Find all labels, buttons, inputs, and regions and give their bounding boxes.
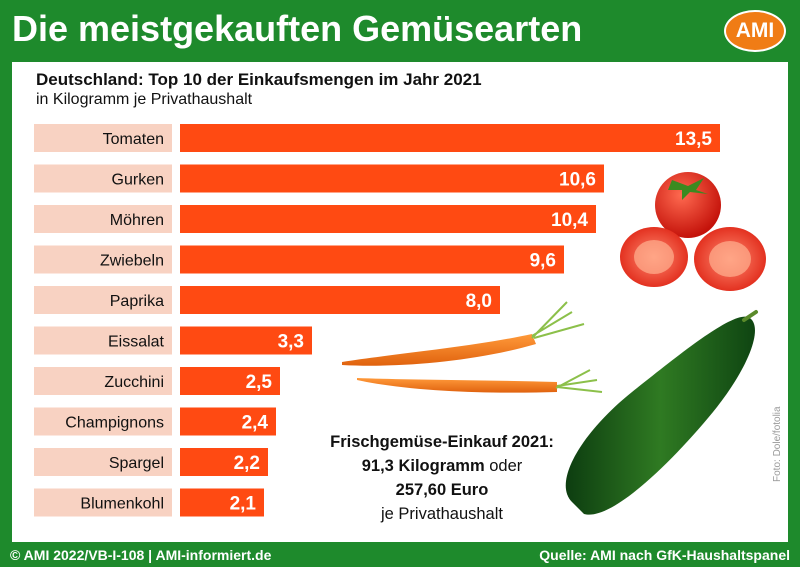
bar-value-label: 10,4 <box>551 210 588 231</box>
category-label-box <box>34 286 172 314</box>
bar-value-label: 10,6 <box>559 170 596 191</box>
summary-callout: Frischgemüse-Einkauf 2021: 91,3 Kilogram… <box>294 430 590 526</box>
bar-value-label: 2,5 <box>246 372 273 393</box>
category-label: Tomaten <box>103 131 164 148</box>
callout-line-3: 257,60 Euro <box>395 481 489 499</box>
footer-source: Quelle: AMI nach GfK-Haushaltspanel <box>539 547 790 563</box>
bar <box>180 164 604 193</box>
category-label: Paprika <box>110 293 164 310</box>
category-label: Möhren <box>110 212 164 229</box>
callout-kilogram: 91,3 Kilogramm <box>361 457 485 475</box>
category-label: Eissalat <box>108 334 165 351</box>
category-label-box <box>34 205 172 233</box>
bar-value-label: 2,1 <box>230 494 257 515</box>
bar-value-label: 2,2 <box>234 453 260 474</box>
footer: © AMI 2022/VB-I-108 | AMI-informiert.de … <box>0 542 800 567</box>
carrots-illustration <box>342 301 603 393</box>
category-label-box <box>34 124 172 152</box>
cucumber-illustration <box>565 310 758 515</box>
bar <box>180 407 276 436</box>
bar-value-label: 13,5 <box>675 129 712 150</box>
bar <box>180 205 596 233</box>
chart-title: Deutschland: Top 10 der Einkaufsmengen i… <box>36 70 482 89</box>
category-label-box <box>34 164 172 193</box>
bar-chart: Tomaten 13,5 Gurken 10,6 Möhren 10,4 Zwiebeln 9… <box>34 124 766 517</box>
category-label-box <box>34 326 172 355</box>
chart-panel: Deutschland: Top 10 der Einkaufsmengen i… <box>12 62 788 542</box>
bar <box>180 286 500 314</box>
bar <box>180 367 280 395</box>
bar-value-label: 3,3 <box>278 332 304 353</box>
callout-line-4: je Privathaushalt <box>381 505 503 523</box>
bar <box>180 448 268 476</box>
category-label: Champignons <box>65 415 164 432</box>
bar-value-label: 9,6 <box>530 251 556 272</box>
category-label-box <box>34 367 172 395</box>
category-label-box <box>34 448 172 476</box>
callout-line-1: Frischgemüse-Einkauf 2021: <box>330 433 554 451</box>
callout-oder: oder <box>484 457 523 475</box>
category-label-box <box>34 245 172 274</box>
category-label-box <box>34 488 172 517</box>
category-label: Spargel <box>109 455 164 472</box>
bar <box>180 488 264 517</box>
bars-group: Tomaten 13,5 Gurken 10,6 Möhren 10,4 Zwiebeln 9… <box>34 124 720 517</box>
photo-credit: Foto: Dole/fotolia <box>772 406 783 482</box>
bar-value-label: 8,0 <box>466 291 492 312</box>
chart-unit-label: in Kilogramm je Privathaushalt <box>36 91 253 108</box>
ami-logo: AMI <box>724 10 786 52</box>
bar <box>180 245 564 274</box>
category-label: Blumenkohl <box>80 496 164 513</box>
bar-value-label: 2,4 <box>242 413 269 434</box>
bar <box>180 124 720 152</box>
bar <box>180 326 312 355</box>
category-label: Zwiebeln <box>100 253 164 270</box>
page-title: Die meistgekauften Gemüsearten <box>12 8 583 49</box>
header: Die meistgekauften Gemüsearten AMI <box>0 0 800 62</box>
footer-copyright: © AMI 2022/VB-I-108 | AMI-informiert.de <box>10 547 272 563</box>
category-label: Zucchini <box>104 374 164 391</box>
category-label: Gurken <box>112 172 164 189</box>
callout-line-2: 91,3 Kilogramm oder <box>294 454 590 478</box>
category-label-box <box>34 407 172 436</box>
tomato-illustration <box>620 172 766 291</box>
